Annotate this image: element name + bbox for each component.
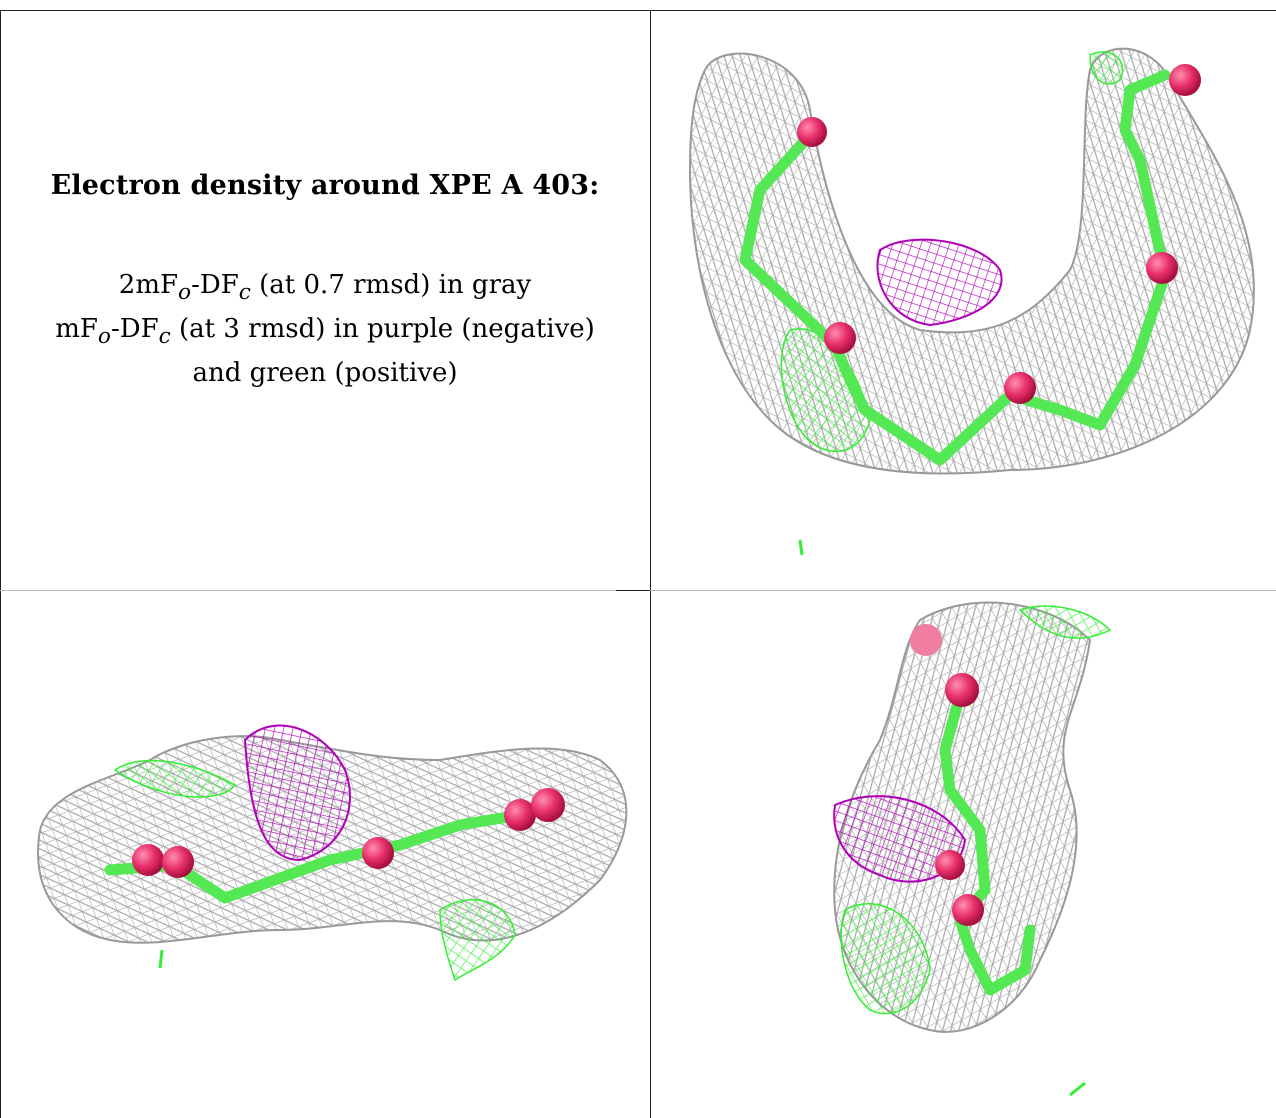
oxygen-atom (162, 846, 194, 878)
density-render-end (833, 601, 1112, 1097)
stray-mesh-fragment (158, 949, 164, 969)
oxygen-atom (531, 788, 565, 822)
oxygen-atom (935, 850, 965, 880)
oxygen-atom (132, 844, 164, 876)
figure-title: Electron density around XPE A 403: (50, 170, 600, 201)
legend-2fofc-suffix: (at 0.7 rmsd) in gray (259, 270, 532, 300)
stray-mesh-fragment (798, 539, 804, 556)
oxygen-atom (952, 894, 984, 926)
top-border (0, 10, 1276, 11)
density-render-side (37, 724, 628, 982)
mesh-positive-lower (439, 899, 516, 982)
mesh-negative (876, 238, 1003, 327)
oxygen-atoms (797, 64, 1201, 404)
oxygen-atom (797, 117, 827, 147)
density-view-side (0, 590, 650, 1118)
oxygen-atom (945, 673, 979, 707)
mesh-positive (113, 759, 237, 798)
mesh-negative (243, 724, 351, 862)
caption-panel: Electron density around XPE A 403: 2mFo-… (0, 0, 650, 590)
oxygen-atom (1169, 64, 1201, 96)
legend-2fofc: 2mFo-DFc (at 0.7 rmsd) in gray (118, 270, 532, 306)
density-render-top (688, 47, 1255, 556)
mesh-positive-top (1018, 605, 1112, 639)
oxygen-atom (824, 322, 856, 354)
density-view-top (650, 0, 1276, 590)
oxygen-atoms (910, 624, 984, 926)
left-border (0, 10, 1, 1118)
oxygen-atom (504, 799, 536, 831)
center-divider (650, 10, 651, 1118)
stray-mesh-fragment (1069, 1081, 1086, 1097)
mesh-positive (840, 903, 931, 1015)
middle-divider-tick (616, 590, 650, 591)
caption-text: Electron density around XPE A 403: 2mFo-… (0, 170, 650, 391)
legend-positive: and green (positive) (192, 358, 458, 389)
oxygen-atom (910, 624, 942, 656)
oxygen-atom (362, 837, 394, 869)
legend-fofc: mFo-DFc (at 3 rmsd) in purple (negative) (55, 314, 595, 350)
density-view-end (650, 590, 1276, 1118)
oxygen-atom (1146, 252, 1178, 284)
mesh-positive-small (1089, 51, 1124, 85)
oxygen-atoms (132, 788, 565, 878)
ligand-sticks (739, 69, 1171, 466)
legend-fofc-suffix: (at 3 rmsd) in purple (negative) (179, 314, 595, 345)
oxygen-atom (1004, 372, 1036, 404)
